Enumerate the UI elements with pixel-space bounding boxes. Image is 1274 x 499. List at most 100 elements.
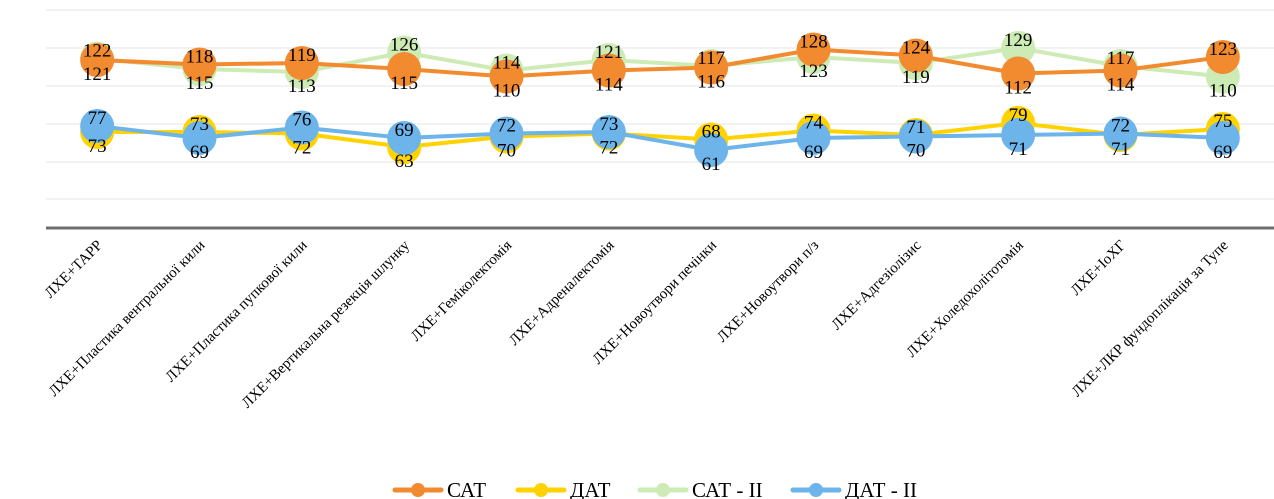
legend: САТ ДАТ САТ - II ДАТ - II <box>392 478 917 499</box>
data-label: 72 <box>292 138 311 159</box>
legend-item: ДАТ - II <box>790 478 917 499</box>
data-label: 76 <box>292 110 311 131</box>
data-point <box>489 59 524 94</box>
x-tick-label: ЛХЕ+Адгезіолізис <box>829 237 925 333</box>
series-line <box>95 47 1225 79</box>
series-lines <box>80 31 1240 167</box>
data-label: 129 <box>1004 30 1033 51</box>
legend-swatch-marker <box>656 483 670 497</box>
data-point <box>591 53 626 88</box>
data-point <box>591 115 626 149</box>
data-label: 124 <box>902 38 931 59</box>
data-label: 71 <box>1111 139 1130 160</box>
data-point <box>1001 31 1036 65</box>
data-label: 112 <box>1004 78 1032 99</box>
x-tick-label: ЛХЕ+Новоутвори п/з <box>714 237 822 345</box>
data-label: 110 <box>493 81 521 102</box>
data-label: 63 <box>395 151 414 172</box>
data-labels: 1221211181151191131261151141101211141171… <box>83 30 1237 175</box>
data-label: 115 <box>186 73 214 94</box>
data-label: 71 <box>1009 139 1028 160</box>
data-point <box>898 38 933 73</box>
data-point <box>1001 56 1036 91</box>
data-label: 70 <box>906 141 925 162</box>
data-point <box>80 43 115 77</box>
x-tick-label: ЛХЕ+Геміколектомія <box>408 237 515 344</box>
data-label: 114 <box>595 75 623 96</box>
data-point <box>1001 118 1036 152</box>
data-label: 115 <box>390 73 418 94</box>
data-label: 123 <box>799 61 828 82</box>
legend-label: ДАТ - II <box>845 478 917 499</box>
data-label: 122 <box>83 41 112 62</box>
data-point <box>387 121 422 155</box>
data-point <box>1205 40 1240 74</box>
data-point <box>284 110 319 145</box>
series-line <box>95 124 1225 152</box>
legend-item: САТ - II <box>637 478 763 499</box>
legend-swatch-marker <box>534 483 548 497</box>
legend-item: ДАТ <box>515 478 611 499</box>
data-label: 69 <box>395 120 414 141</box>
data-label: 114 <box>493 53 521 74</box>
legend-label: САТ <box>447 478 486 499</box>
data-label: 72 <box>599 138 618 159</box>
data-label: 119 <box>902 67 930 88</box>
data-point <box>80 109 115 143</box>
data-point <box>387 52 422 86</box>
data-label: 68 <box>702 122 721 143</box>
data-label: 114 <box>1107 75 1135 96</box>
data-point <box>796 121 831 155</box>
data-label: 117 <box>697 48 725 69</box>
data-label: 72 <box>497 116 516 137</box>
data-label: 73 <box>88 136 107 157</box>
data-point <box>1103 116 1138 151</box>
data-label: 128 <box>799 32 828 53</box>
data-label: 71 <box>906 117 925 138</box>
data-label: 61 <box>702 154 721 175</box>
data-label: 126 <box>390 35 419 56</box>
x-tick-label: ЛХЕ+ІоХГ <box>1068 237 1129 298</box>
data-label: 123 <box>1209 39 1238 60</box>
x-tick-label: ЛХЕ+ТАРР <box>42 238 106 302</box>
data-label: 72 <box>1111 116 1130 137</box>
data-label: 69 <box>804 142 823 163</box>
data-point <box>898 119 933 154</box>
series-line <box>95 121 1225 149</box>
x-tick-label: ЛХЕ+Холедохолітотомія <box>904 237 1027 360</box>
data-label: 119 <box>288 45 316 66</box>
data-point <box>796 32 831 67</box>
legend-swatch-marker <box>809 483 823 497</box>
data-point <box>182 47 217 82</box>
data-label: 77 <box>88 108 107 129</box>
data-label: 69 <box>190 142 209 163</box>
series-line <box>95 46 1225 79</box>
data-point <box>284 46 319 80</box>
data-label: 117 <box>1107 48 1135 69</box>
data-label: 70 <box>497 141 516 162</box>
data-point <box>1103 53 1138 88</box>
data-point <box>1205 121 1240 155</box>
data-label: 113 <box>288 76 316 97</box>
x-tick-label: ЛХЕ+Адреналектомія <box>506 237 617 348</box>
data-label: 116 <box>697 72 725 93</box>
data-label: 69 <box>1213 142 1232 163</box>
data-point <box>694 133 729 167</box>
data-label: 75 <box>1213 111 1232 132</box>
legend-swatch-marker <box>411 483 425 497</box>
data-label: 110 <box>1209 81 1237 102</box>
data-label: 74 <box>804 113 824 134</box>
data-label: 73 <box>599 114 618 135</box>
gridlines <box>46 9 1274 200</box>
data-point <box>694 50 729 85</box>
data-point <box>489 116 524 151</box>
data-point <box>182 121 217 155</box>
legend-label: САТ - II <box>692 478 763 499</box>
legend-item: САТ <box>392 478 486 499</box>
data-label: 73 <box>190 114 209 135</box>
x-tick-label: ЛХЕ+Вертикальна резекція шлунку <box>239 237 413 411</box>
data-label: 121 <box>83 64 112 85</box>
